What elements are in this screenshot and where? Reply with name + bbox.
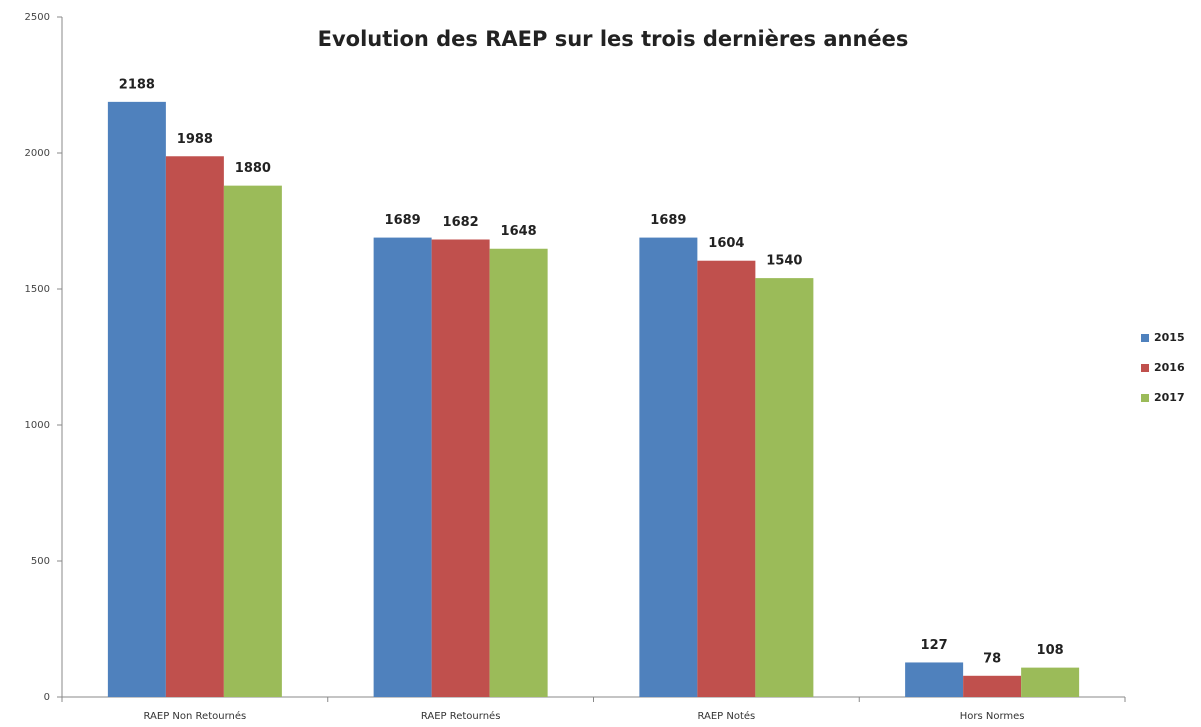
data-label: 1689 — [650, 213, 686, 228]
legend-swatch — [1141, 364, 1149, 372]
y-tick-label: 500 — [31, 556, 50, 567]
data-label: 1540 — [766, 254, 802, 269]
legend-label: 2015 — [1154, 331, 1185, 344]
x-tick-label: RAEP Notés — [697, 710, 755, 722]
x-tick-label: Hors Normes — [960, 711, 1025, 722]
y-tick-label: 2500 — [25, 12, 50, 23]
data-label: 1648 — [501, 224, 537, 239]
legend-label: 2017 — [1154, 391, 1185, 404]
data-label: 1689 — [385, 213, 421, 228]
legend-label: 2016 — [1154, 361, 1185, 374]
bar — [1021, 667, 1080, 697]
bar — [373, 237, 432, 698]
data-label: 127 — [921, 638, 948, 653]
legend-swatch — [1141, 334, 1149, 342]
y-tick-label: 2000 — [25, 148, 50, 159]
bar — [431, 239, 490, 697]
bar — [165, 156, 224, 697]
data-label: 108 — [1037, 643, 1064, 658]
data-label: 1988 — [177, 132, 213, 147]
data-label: 78 — [983, 651, 1001, 666]
y-tick-label: 1000 — [25, 420, 50, 431]
bar — [107, 101, 166, 697]
legend-swatch — [1141, 394, 1149, 402]
data-label: 1604 — [708, 236, 744, 251]
bar — [905, 662, 964, 697]
x-tick-label: RAEP Retournés — [421, 710, 501, 722]
bar — [755, 278, 814, 697]
bar — [223, 185, 282, 697]
data-label: 1880 — [235, 161, 271, 176]
bar — [697, 260, 756, 697]
y-tick-label: 0 — [44, 692, 50, 703]
chart-title: Evolution des RAEP sur les trois dernièr… — [318, 27, 909, 51]
bar — [963, 675, 1022, 697]
x-tick-label: RAEP Non Retournés — [144, 710, 247, 722]
bar — [639, 237, 698, 698]
bar — [489, 248, 548, 697]
data-label: 1682 — [443, 215, 479, 230]
data-label: 2188 — [119, 77, 155, 92]
y-tick-label: 1500 — [25, 284, 50, 295]
